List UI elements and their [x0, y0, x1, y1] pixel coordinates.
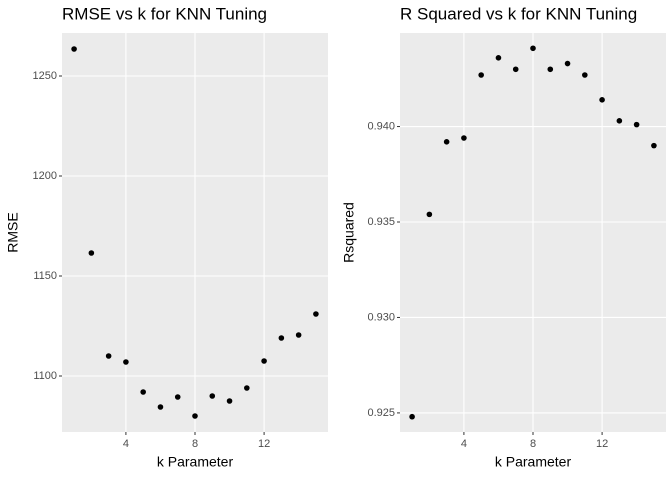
y-tick-label: 1200: [33, 170, 57, 182]
data-point: [209, 393, 216, 399]
y-tick-label: 0.930: [367, 311, 395, 323]
x-tick-label: 8: [530, 438, 536, 450]
chart-title: R Squared vs k for KNN Tuning: [400, 4, 637, 23]
data-point: [278, 335, 285, 341]
y-axis-title: Rsquared: [341, 202, 357, 263]
data-point: [633, 121, 640, 128]
data-point: [426, 211, 433, 218]
chart-title: RMSE vs k for KNN Tuning: [62, 4, 267, 23]
x-tick-label: 12: [258, 438, 270, 450]
data-point: [313, 311, 319, 317]
panel: 1100 1150 1200 1250 4 8 12 RMSE vs k for KNN Tu…: [5, 4, 328, 470]
data-point: [495, 55, 502, 61]
data-point: [123, 359, 129, 365]
x-tick-label: 8: [192, 438, 198, 450]
y-tick-label: 0.935: [367, 216, 395, 228]
data-point: [71, 46, 77, 52]
x-tick-label: 12: [596, 438, 608, 450]
data-point: [105, 353, 112, 359]
x-axis-title: k Parameter: [495, 454, 572, 470]
data-point: [88, 250, 95, 256]
y-tick-label: 1100: [33, 370, 57, 382]
y-tick-label: 1150: [33, 270, 57, 282]
x-tick-label: 4: [123, 438, 129, 450]
panel: 0.925 0.930 0.935 0.940 4 8 12 R Squared vs k f…: [341, 4, 666, 470]
data-point: [478, 72, 484, 78]
y-axis-title: RMSE: [5, 212, 21, 252]
x-tick-label: 4: [461, 438, 467, 450]
data-point: [174, 394, 181, 400]
data-point: [192, 413, 198, 419]
data-point: [651, 142, 657, 149]
x-axis-title: k Parameter: [157, 454, 234, 470]
data-point: [443, 139, 450, 145]
data-point: [512, 66, 519, 73]
data-point: [261, 358, 267, 364]
data-point: [547, 66, 554, 73]
data-point: [140, 389, 146, 395]
data-point: [599, 97, 605, 103]
data-point: [530, 45, 536, 52]
data-point: [409, 413, 415, 420]
y-tick-label: 0.925: [367, 407, 395, 419]
data-point: [582, 72, 588, 78]
y-tick-label: 1250: [33, 70, 57, 82]
data-point: [244, 385, 250, 391]
y-tick-label: 0.940: [367, 120, 395, 132]
data-point: [616, 118, 623, 124]
data-point: [226, 398, 233, 404]
data-point: [295, 332, 302, 338]
data-point: [564, 60, 571, 67]
data-point: [157, 404, 164, 410]
data-point: [461, 135, 467, 141]
